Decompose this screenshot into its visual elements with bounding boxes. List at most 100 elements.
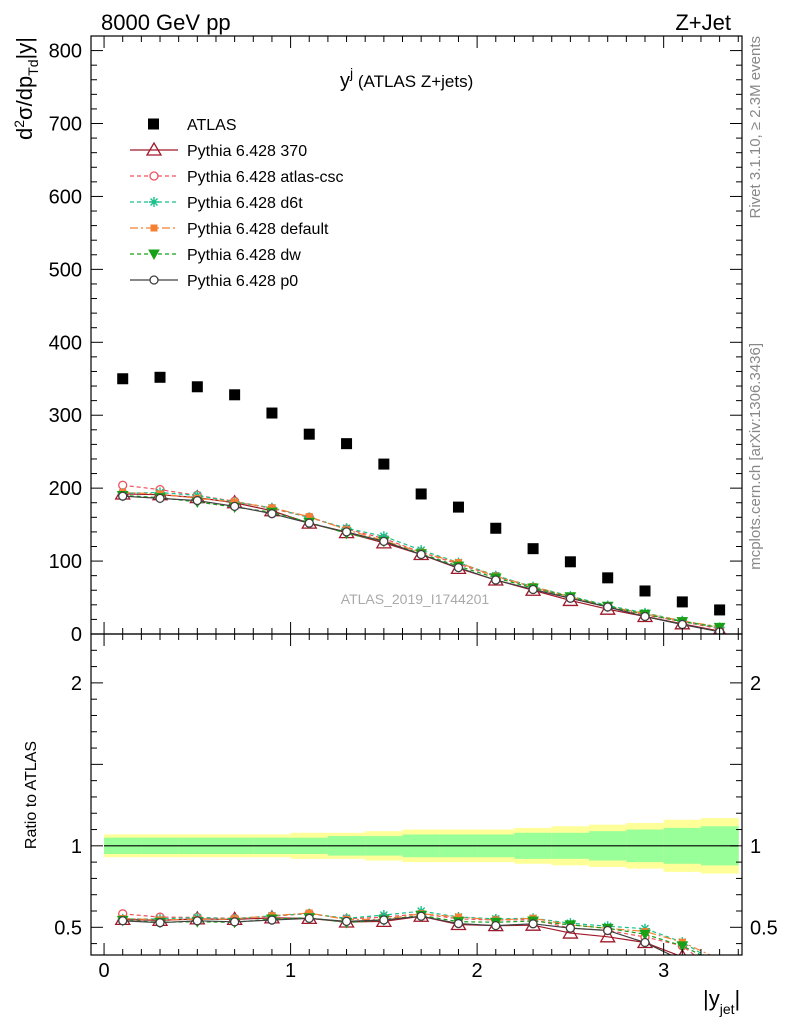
ratio-point [715, 960, 725, 969]
upper-panel: yj (ATLAS Z+jets) d2σ/dpTd|y| ATLAS_2019… [11, 35, 743, 646]
series-point [379, 536, 389, 547]
series-line [122, 494, 720, 629]
legend: ATLAS Pythia 6.428 370 Pythia 6.428 atlas-… [130, 117, 344, 290]
legend-marker [145, 141, 163, 156]
series-point [640, 611, 650, 622]
series-point [118, 480, 128, 490]
ratio-point-glyph [715, 959, 725, 969]
y-tick-label: 200 [49, 478, 82, 500]
ratio-point [640, 937, 650, 948]
ratio-point [416, 911, 426, 921]
ratio-point [528, 919, 538, 929]
series-point [304, 518, 314, 528]
legend-label: Pythia 6.428 p0 [187, 273, 298, 290]
ratio-point-glyph [378, 910, 389, 921]
series-line [122, 491, 720, 629]
ratio-point [716, 970, 724, 978]
data-point [602, 572, 614, 584]
series-point-glyph [378, 531, 389, 542]
ratio-y-tick-label: 0.5 [54, 917, 82, 939]
upper-ylabel: d2σ/dpTd|y| [11, 37, 41, 140]
ratio-point [599, 928, 616, 943]
data-point [415, 488, 427, 500]
ratio-panel: Ratio to ATLAS 0.5 0.5 1 1 2 2 [23, 633, 778, 978]
legend-marker [149, 275, 159, 285]
y-tick-label: 400 [49, 332, 82, 354]
watermark: ATLAS_2019_I1744201 [341, 591, 490, 607]
ratio-point [678, 957, 686, 965]
ratio-point [305, 909, 313, 917]
ratio-point [715, 959, 725, 969]
ratio-line [122, 913, 696, 955]
data-point [117, 373, 129, 385]
ratio-y-tick-label-right: 2 [750, 673, 761, 695]
data-point [639, 585, 651, 597]
data-point [266, 407, 278, 419]
ratio-point [229, 917, 240, 927]
data-point [303, 428, 315, 440]
series-point [603, 602, 613, 612]
data-point [341, 438, 353, 450]
ratio-line [122, 914, 703, 955]
data-point [191, 381, 203, 393]
ratio-ylabel: Ratio to ATLAS [23, 741, 40, 849]
rivet-label: Rivet 3.1.10, ≥ 2.3M events [747, 36, 764, 219]
ratio-point [562, 924, 579, 939]
x-tick-label: 1 [285, 960, 296, 982]
ratio-point [676, 941, 689, 952]
data-point [490, 522, 502, 534]
series-point [416, 549, 426, 560]
ratio-point [378, 910, 389, 921]
series-point [341, 527, 352, 537]
y-tick-label: 700 [49, 114, 82, 136]
ratio-point [155, 918, 165, 928]
x-tick-label: 2 [472, 960, 483, 982]
x-tick-label: 3 [658, 960, 669, 982]
legend-marker [148, 249, 160, 261]
ratio-point [341, 916, 352, 927]
legend-marker [149, 171, 159, 181]
x-tick-label: 0 [98, 960, 109, 982]
chart-title-sup: j [349, 65, 353, 81]
ratio-point [565, 923, 576, 933]
ratio-line [122, 910, 706, 955]
series-point [229, 501, 240, 512]
legend-marker-glyph [149, 197, 159, 207]
series-point [155, 493, 165, 504]
y-tick-label: 300 [49, 405, 82, 427]
header-right: Z+Jet [675, 10, 731, 35]
ratio-point [639, 929, 651, 941]
chart-title: yj (ATLAS Z+jets) [340, 65, 473, 92]
series-point [192, 495, 202, 506]
series-point [453, 562, 464, 573]
ratio-point [491, 920, 501, 931]
ratio-y-tick-label-right: 1 [750, 836, 761, 858]
data-point [527, 543, 539, 555]
data-point [452, 501, 464, 513]
ratio-point [304, 913, 314, 924]
chart-title-main: y [340, 70, 350, 92]
legend-label: Pythia 6.428 atlas-csc [187, 169, 344, 186]
legend-label: Pythia 6.428 d6t [187, 195, 303, 212]
legend-label: Pythia 6.428 dw [187, 247, 301, 264]
upper-series-group [114, 371, 727, 634]
data-point [714, 604, 726, 616]
y-tick-label: 600 [49, 186, 82, 208]
data-point [378, 458, 390, 470]
y-tick-label: 100 [49, 551, 82, 573]
ratio-point [192, 916, 202, 926]
legend-marker [150, 224, 158, 232]
data-point [229, 389, 241, 401]
ratio-point [379, 915, 389, 925]
series-point [565, 593, 576, 603]
legend-label-atlas: ATLAS [187, 117, 237, 134]
x-axis-label: |yjet| [703, 986, 740, 1017]
series-point [528, 584, 538, 595]
y-tick-label: 800 [49, 41, 82, 63]
ratio-point [716, 956, 723, 963]
series-point [491, 575, 501, 585]
data-point [676, 596, 688, 608]
mcplots-label: mcplots.cern.ch [arXiv:1306.3436] [747, 343, 764, 570]
series-line [122, 495, 720, 633]
